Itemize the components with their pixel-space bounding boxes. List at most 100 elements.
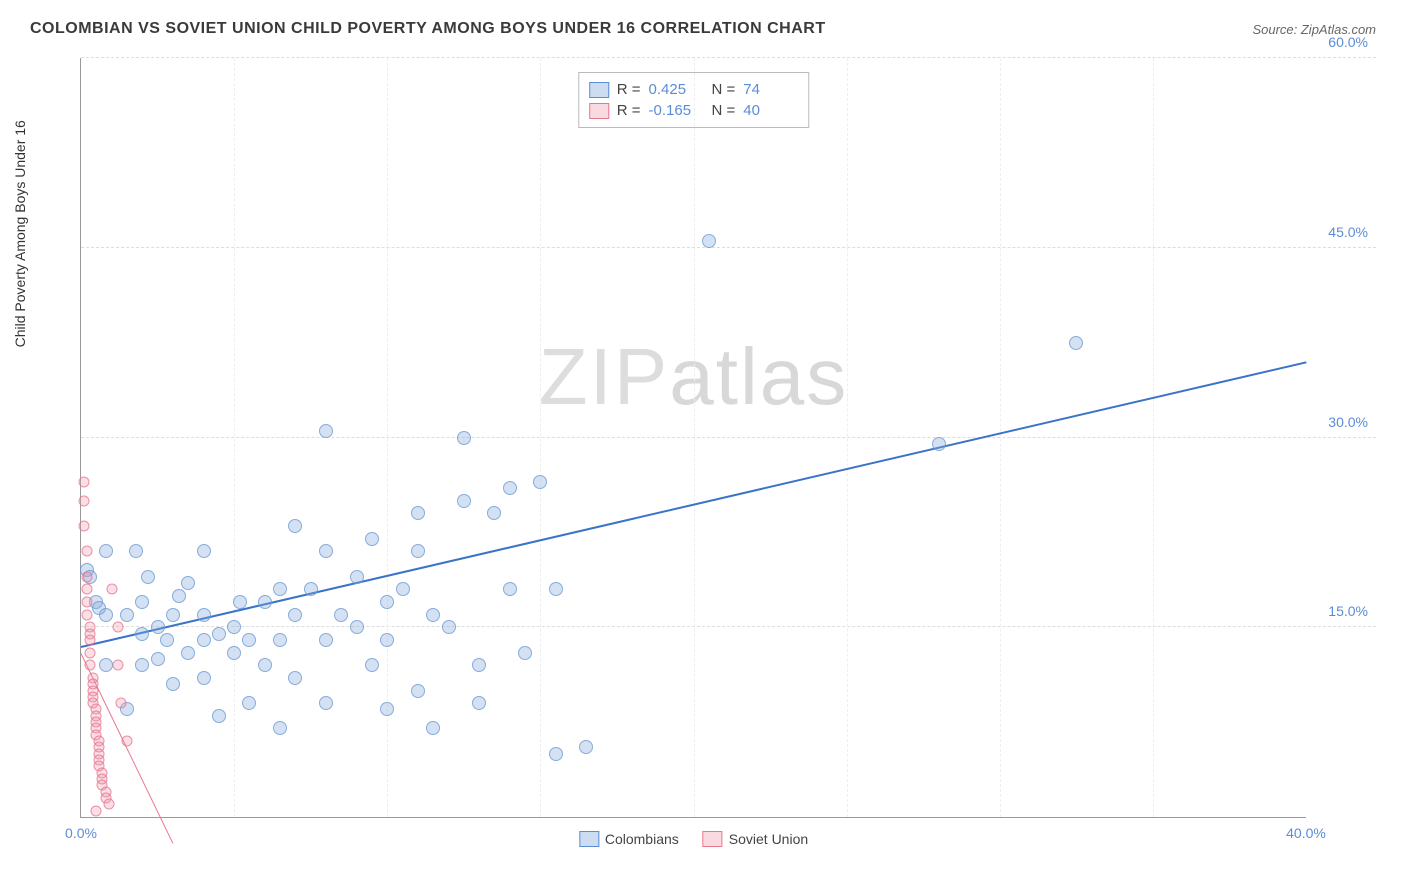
data-point (91, 805, 102, 816)
y-axis-label: Child Poverty Among Boys Under 16 (12, 120, 28, 347)
gridline-h (81, 247, 1376, 248)
data-point (85, 634, 96, 645)
chart-title: COLOMBIAN VS SOVIET UNION CHILD POVERTY … (30, 20, 826, 38)
gridline-v (847, 58, 848, 817)
gridline-v (1153, 58, 1154, 817)
data-point (533, 475, 547, 489)
gridline-v (540, 58, 541, 817)
data-point (151, 652, 165, 666)
data-point (457, 431, 471, 445)
chart-area: Child Poverty Among Boys Under 16 ZIPatl… (30, 48, 1376, 858)
data-point (457, 494, 471, 508)
gridline-v (234, 58, 235, 817)
data-point (380, 633, 394, 647)
data-point (365, 532, 379, 546)
data-point (106, 584, 117, 595)
data-point (472, 696, 486, 710)
data-point (426, 608, 440, 622)
data-point (288, 608, 302, 622)
data-point (258, 658, 272, 672)
data-point (702, 234, 716, 248)
data-point (258, 595, 272, 609)
data-point (411, 544, 425, 558)
data-point (242, 696, 256, 710)
data-point (319, 424, 333, 438)
data-point (79, 495, 90, 506)
data-point (380, 702, 394, 716)
r-value-2: -0.165 (649, 102, 704, 119)
gridline-h (81, 437, 1376, 438)
data-point (579, 740, 593, 754)
data-point (1069, 336, 1083, 350)
data-point (487, 506, 501, 520)
data-point (518, 646, 532, 660)
data-point (549, 582, 563, 596)
data-point (442, 620, 456, 634)
data-point (197, 544, 211, 558)
data-point (549, 747, 563, 761)
data-point (151, 620, 165, 634)
data-point (411, 506, 425, 520)
data-point (304, 582, 318, 596)
data-point (227, 620, 241, 634)
data-point (121, 736, 132, 747)
data-point (380, 595, 394, 609)
gridline-h (81, 626, 1376, 627)
data-point (115, 698, 126, 709)
data-point (99, 544, 113, 558)
ytick-label: 60.0% (1328, 34, 1368, 50)
data-point (120, 608, 134, 622)
data-point (82, 584, 93, 595)
data-point (166, 677, 180, 691)
header: COLOMBIAN VS SOVIET UNION CHILD POVERTY … (30, 20, 1376, 38)
data-point (288, 519, 302, 533)
data-point (472, 658, 486, 672)
data-point (227, 646, 241, 660)
container: COLOMBIAN VS SOVIET UNION CHILD POVERTY … (0, 0, 1406, 892)
legend-item-colombians: Colombians (579, 831, 679, 847)
data-point (112, 660, 123, 671)
data-point (99, 608, 113, 622)
data-point (242, 633, 256, 647)
swatch-blue-icon (579, 831, 599, 847)
gridline-v (1000, 58, 1001, 817)
r-value-1: 0.425 (649, 81, 704, 98)
swatch-pink-icon (703, 831, 723, 847)
data-point (503, 582, 517, 596)
data-point (426, 721, 440, 735)
data-point (350, 570, 364, 584)
xtick-start: 0.0% (65, 825, 97, 841)
data-point (82, 609, 93, 620)
data-point (129, 544, 143, 558)
data-point (273, 633, 287, 647)
data-point (99, 658, 113, 672)
data-point (135, 658, 149, 672)
data-point (79, 476, 90, 487)
data-point (365, 658, 379, 672)
data-point (288, 671, 302, 685)
data-point (319, 696, 333, 710)
plot-area: ZIPatlas R =0.425 N =74 R =-0.165 N =40 … (80, 58, 1306, 818)
n-value-1: 74 (743, 81, 798, 98)
ytick-label: 45.0% (1328, 224, 1368, 240)
data-point (197, 633, 211, 647)
data-point (273, 721, 287, 735)
data-point (212, 627, 226, 641)
data-point (334, 608, 348, 622)
data-point (79, 521, 90, 532)
data-point (396, 582, 410, 596)
data-point (82, 546, 93, 557)
series-legend: Colombians Soviet Union (579, 831, 808, 847)
data-point (350, 620, 364, 634)
swatch-blue-icon (589, 82, 609, 98)
data-point (85, 660, 96, 671)
data-point (103, 799, 114, 810)
data-point (181, 576, 195, 590)
data-point (172, 589, 186, 603)
data-point (319, 544, 333, 558)
ytick-label: 15.0% (1328, 603, 1368, 619)
ytick-label: 30.0% (1328, 414, 1368, 430)
data-point (503, 481, 517, 495)
data-point (197, 608, 211, 622)
legend-label-1: Colombians (605, 831, 679, 847)
